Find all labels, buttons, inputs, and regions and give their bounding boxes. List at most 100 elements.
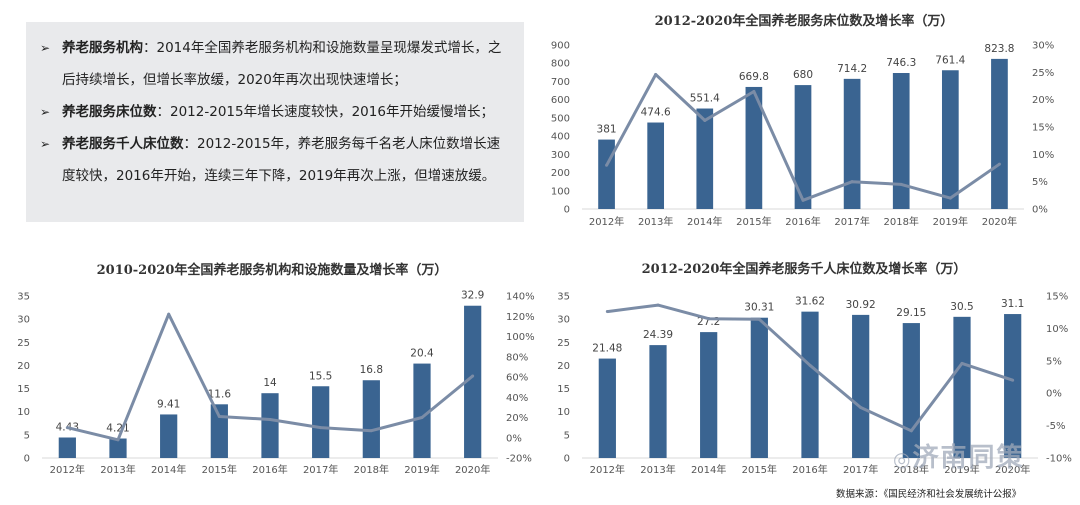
y2-tick-label: 0% <box>506 433 522 444</box>
bar <box>700 332 718 458</box>
bar <box>598 358 616 458</box>
growth-rate-point <box>605 310 609 314</box>
bar-data-label: 761.4 <box>935 54 965 66</box>
bar-data-label: 30.31 <box>744 302 774 314</box>
y-tick-label: 25 <box>557 338 570 349</box>
growth-rate-point <box>808 363 812 367</box>
y2-tick-label: 0% <box>1032 205 1048 216</box>
bar-data-label: 474.6 <box>641 107 671 119</box>
bar <box>991 58 1008 210</box>
bar-data-label: 32.9 <box>461 290 484 302</box>
y2-tick-label: 5% <box>1046 356 1062 367</box>
note-item: ➢ 养老服务机构：2014年全国养老服务机构和设施数量呈现爆发式增长，之后持续增长… <box>40 32 510 96</box>
note-heading: 养老服务机构 <box>62 40 143 56</box>
note-item: ➢ 养老服务床位数：2012-2015年增长速度较快，2016年开始缓慢增长； <box>40 96 510 128</box>
bar <box>801 311 819 458</box>
y-tick-label: 5 <box>24 430 30 441</box>
bar <box>843 78 861 209</box>
y2-tick-label: 120% <box>506 312 535 323</box>
institutions-chart: 2010-2020年全国养老服务机构和设施数量及增长率（万） 0 5 10 15 20 25… <box>17 262 535 476</box>
x-tick-label: 2013年 <box>100 463 135 476</box>
x-tick-label: 2016年 <box>252 463 287 476</box>
growth-rate-point <box>369 429 373 433</box>
x-tick-label: 2014年 <box>151 463 186 476</box>
y2-tick-label: 15% <box>1046 292 1068 303</box>
growth-rate-point <box>605 163 609 167</box>
growth-rate-point <box>471 374 475 378</box>
bar-data-label: 15.5 <box>309 370 332 382</box>
note-item: ➢ 养老服务千人床位数：2012-2015年，养老服务每千名老人床位数增长速度较快… <box>40 128 510 192</box>
x-tick-label: 2015年 <box>736 215 771 228</box>
y-tick-label: 5 <box>564 430 570 441</box>
y-tick-label: 800 <box>551 59 570 70</box>
growth-rate-point <box>656 303 660 307</box>
y2-tick-label: 100% <box>506 332 535 343</box>
x-tick-label: 2013年 <box>640 463 675 476</box>
y-tick-label: 30 <box>17 315 30 326</box>
bar-data-label: 4.21 <box>106 423 129 435</box>
growth-rate-point <box>420 416 424 419</box>
x-tick-label: 2018年 <box>883 215 918 228</box>
y-tick-label: 20 <box>17 361 30 372</box>
x-tick-label: 2012年 <box>590 463 625 476</box>
y-tick-label: 35 <box>557 292 570 303</box>
wechat-icon: ◎ <box>893 447 913 471</box>
bar-data-label: 24.39 <box>643 329 673 341</box>
x-tick-label: 2020年 <box>982 215 1017 228</box>
chart-title: 2012-2020年全国养老服务床位数及增长率（万） <box>655 13 954 29</box>
y2-tick-label: 15% <box>1032 123 1054 134</box>
chart-title: 2012-2020年全国养老服务千人床位数及增长率（万） <box>642 261 967 277</box>
arrow-bullet-icon: ➢ <box>40 105 51 119</box>
note-heading: 养老服务床位数 <box>62 104 157 120</box>
bar-data-label: 29.15 <box>896 307 926 319</box>
beds-chart: 2012-2020年全国养老服务床位数及增长率（万） 0 100 200 300 400 5… <box>551 13 1054 228</box>
y-tick-label: 0 <box>564 205 570 216</box>
y-tick-label: 25 <box>17 338 30 349</box>
y2-tick-label: 5% <box>1032 177 1048 188</box>
bar-data-label: 14 <box>263 377 277 389</box>
x-tick-label: 2019年 <box>933 215 968 228</box>
x-tick-label: 2019年 <box>944 463 979 476</box>
arrow-bullet-icon: ➢ <box>40 137 51 151</box>
y-tick-label: 15 <box>17 384 30 395</box>
y-tick-label: 10 <box>557 407 570 418</box>
bar-data-label: 680 <box>793 69 813 81</box>
y-tick-label: 15 <box>557 384 570 395</box>
x-tick-label: 2012年 <box>50 463 85 476</box>
growth-rate-point <box>948 196 952 200</box>
y2-tick-label: 0% <box>1046 389 1062 400</box>
bar <box>210 404 228 458</box>
bar <box>362 380 380 458</box>
x-tick-label: 2012年 <box>589 215 624 228</box>
growth-rate-point <box>116 438 120 442</box>
y2-tick-label: 10% <box>1032 150 1054 161</box>
growth-rate-point <box>654 73 658 77</box>
y2-tick-label: 140% <box>506 292 535 303</box>
y2-tick-label: 80% <box>506 352 528 363</box>
growth-rate-point <box>268 418 272 422</box>
bar <box>647 122 665 209</box>
bar <box>1004 314 1022 458</box>
bar-data-label: 30.92 <box>846 299 876 311</box>
y-tick-label: 700 <box>551 77 570 88</box>
bar-data-label: 381 <box>597 124 617 136</box>
y2-tick-label: -20% <box>506 454 532 465</box>
bar <box>794 85 812 209</box>
x-tick-label: 2016年 <box>792 463 827 476</box>
y2-tick-label: 40% <box>506 393 528 404</box>
bar-data-label: 20.4 <box>410 348 434 360</box>
arrow-bullet-icon: ➢ <box>40 41 51 55</box>
growth-rate-point <box>909 429 913 433</box>
y-tick-label: 0 <box>24 454 30 465</box>
note-text: ：2012-2015年增长速度较快，2016年开始缓慢增长； <box>156 104 494 120</box>
bar <box>598 139 615 209</box>
bar <box>696 108 714 209</box>
y2-tick-label: 30% <box>1032 41 1054 52</box>
x-tick-label: 2015年 <box>742 463 777 476</box>
y2-tick-label: 25% <box>1032 68 1054 79</box>
growth-rate-point <box>167 312 171 316</box>
growth-rate-point <box>960 361 964 365</box>
y2-tick-label: 20% <box>506 413 528 424</box>
y2-tick-label: -10% <box>1046 454 1072 465</box>
bar-data-label: 9.41 <box>157 398 180 410</box>
